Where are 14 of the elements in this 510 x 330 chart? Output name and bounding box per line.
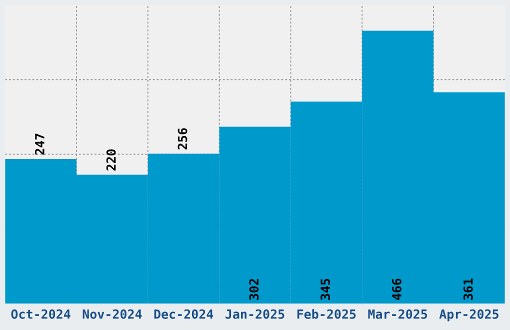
x-tick-label: Jan-2025 — [226, 309, 284, 319]
data-label: 256 — [178, 128, 188, 150]
x-tick-label: Dec-2024 — [154, 309, 214, 319]
data-label: 220 — [106, 149, 116, 170]
data-label: 361 — [463, 278, 473, 300]
data-label: 247 — [34, 134, 44, 155]
data-label: 302 — [249, 279, 259, 300]
data-label: 345 — [320, 278, 330, 300]
x-tick-label: Feb-2025 — [297, 309, 356, 319]
x-tick-label: Mar-2025 — [368, 309, 428, 319]
x-tick-label: Nov-2024 — [82, 309, 142, 319]
data-label: 466 — [392, 278, 402, 300]
x-tick-label: Apr-2025 — [439, 309, 498, 322]
x-tick-label: Oct-2024 — [11, 309, 70, 319]
